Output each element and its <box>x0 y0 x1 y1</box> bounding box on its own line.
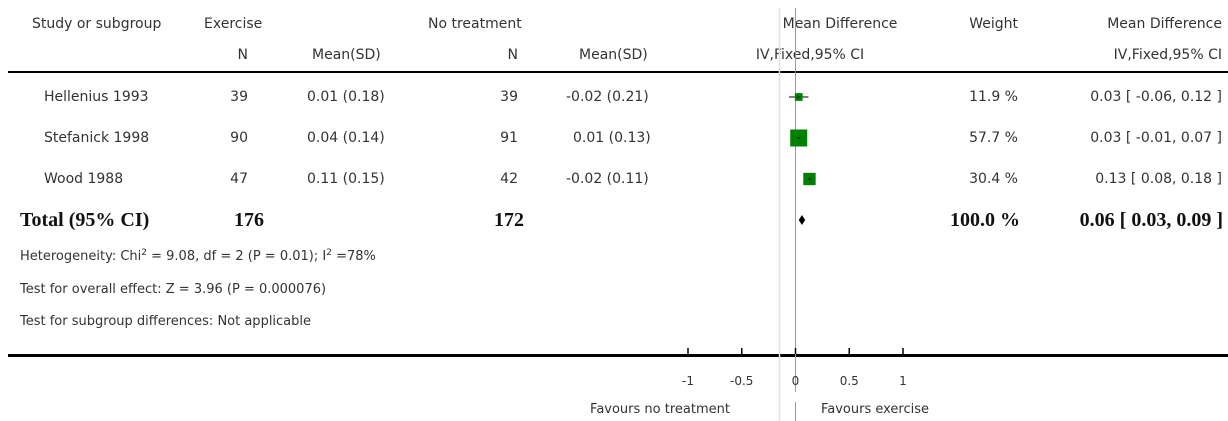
axis-tick-label: -1 <box>682 374 694 388</box>
axis-tick-label: 0.5 <box>840 374 859 388</box>
axis-tick-label: 1 <box>899 374 907 388</box>
favours-right-label: Favours exercise <box>775 401 975 419</box>
axis-tick-label: 0 <box>792 374 800 388</box>
favours-left-label: Favours no treatment <box>560 401 760 419</box>
total-diamond <box>799 215 805 225</box>
axis-tick-label: -0.5 <box>730 374 753 388</box>
